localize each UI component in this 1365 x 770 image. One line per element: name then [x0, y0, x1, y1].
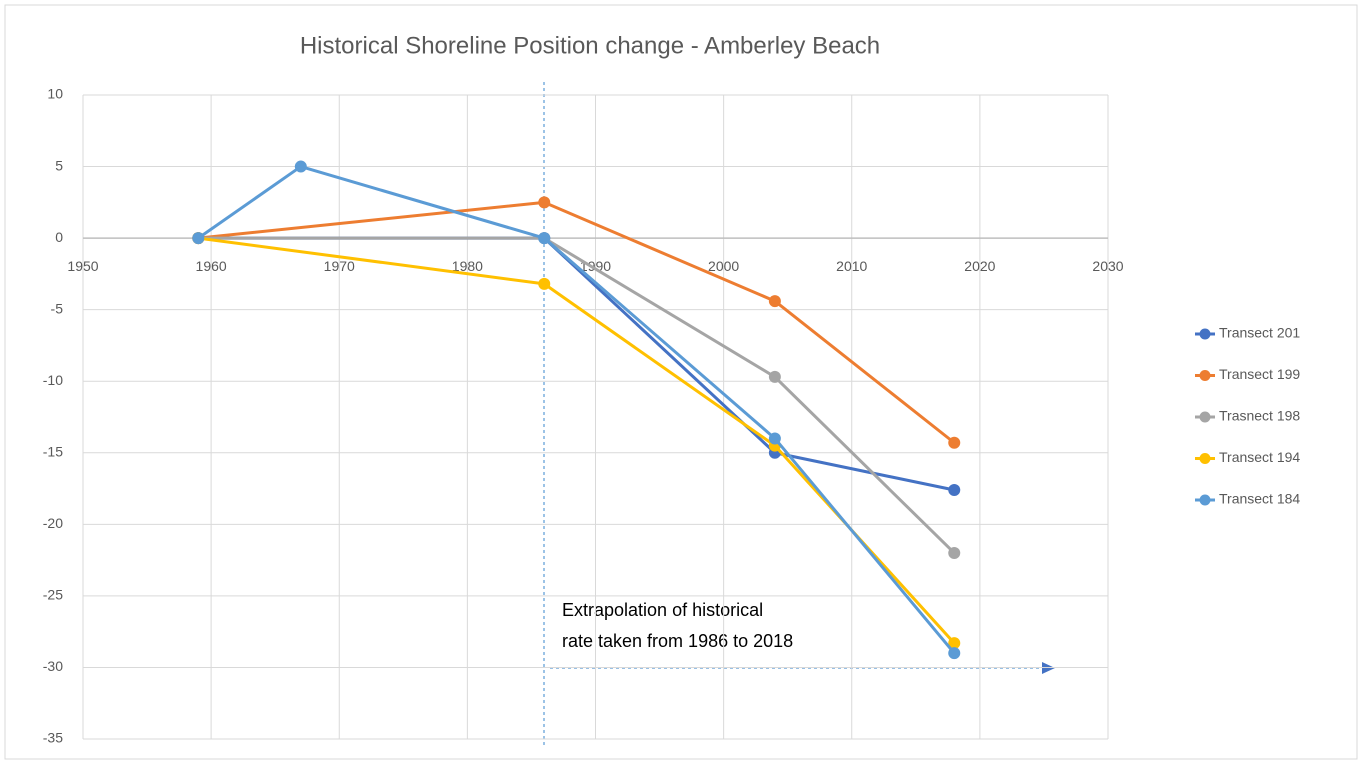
data-point: [768, 295, 781, 308]
legend-label: Transect 201: [1219, 325, 1300, 341]
x-tick-label: 2020: [964, 258, 995, 274]
data-point: [768, 370, 781, 383]
chart-title: Historical Shoreline Position change - A…: [300, 32, 880, 59]
data-point: [948, 637, 961, 650]
y-tick-label: -20: [43, 515, 63, 531]
legend-marker: [1199, 494, 1211, 506]
y-tick-label: -25: [43, 587, 63, 603]
legend-marker: [1199, 453, 1211, 464]
y-tick-label: 10: [47, 86, 63, 102]
data-point: [294, 160, 307, 173]
data-point: [538, 232, 551, 245]
legend-marker: [1199, 370, 1211, 381]
y-tick-label: 5: [55, 157, 63, 173]
data-point: [768, 432, 781, 445]
data-point: [948, 436, 961, 449]
data-point: [192, 232, 205, 245]
series-line: [198, 236, 956, 555]
x-tick-label: 1980: [452, 258, 483, 274]
x-tick-label: 1970: [324, 258, 355, 274]
data-point: [948, 647, 961, 660]
legend-marker: [1199, 328, 1211, 340]
legend-label: Transect 194: [1219, 449, 1300, 465]
y-tick-label: -30: [43, 658, 63, 674]
data-point: [948, 483, 961, 496]
data-point: [538, 277, 551, 290]
x-tick-label: 2010: [836, 258, 867, 274]
annotation: rate taken from 1986 to 2018: [562, 631, 793, 651]
y-tick-label: -35: [43, 730, 63, 746]
x-tick-label: 1960: [196, 258, 227, 274]
data-point: [948, 546, 961, 559]
x-tick-label: 2030: [1092, 258, 1123, 274]
y-tick-label: 0: [55, 229, 63, 245]
chart-frame: [4, 4, 1358, 760]
legend-marker: [1199, 411, 1211, 423]
x-tick-label: 1950: [67, 258, 98, 274]
arrow-head: [1042, 662, 1055, 674]
x-tick-label: 1990: [580, 258, 611, 274]
y-tick-label: -15: [43, 443, 63, 459]
annotation: Extrapolation of historical: [562, 600, 763, 620]
data-point: [538, 196, 551, 209]
legend-label: Trasnect 198: [1219, 408, 1300, 424]
series-line: [198, 200, 956, 444]
y-tick-label: -10: [43, 372, 63, 388]
legend-label: Transect 184: [1219, 491, 1300, 507]
x-tick-label: 2000: [708, 258, 739, 274]
y-tick-label: -5: [51, 300, 64, 316]
legend-label: Transect 199: [1219, 366, 1300, 382]
